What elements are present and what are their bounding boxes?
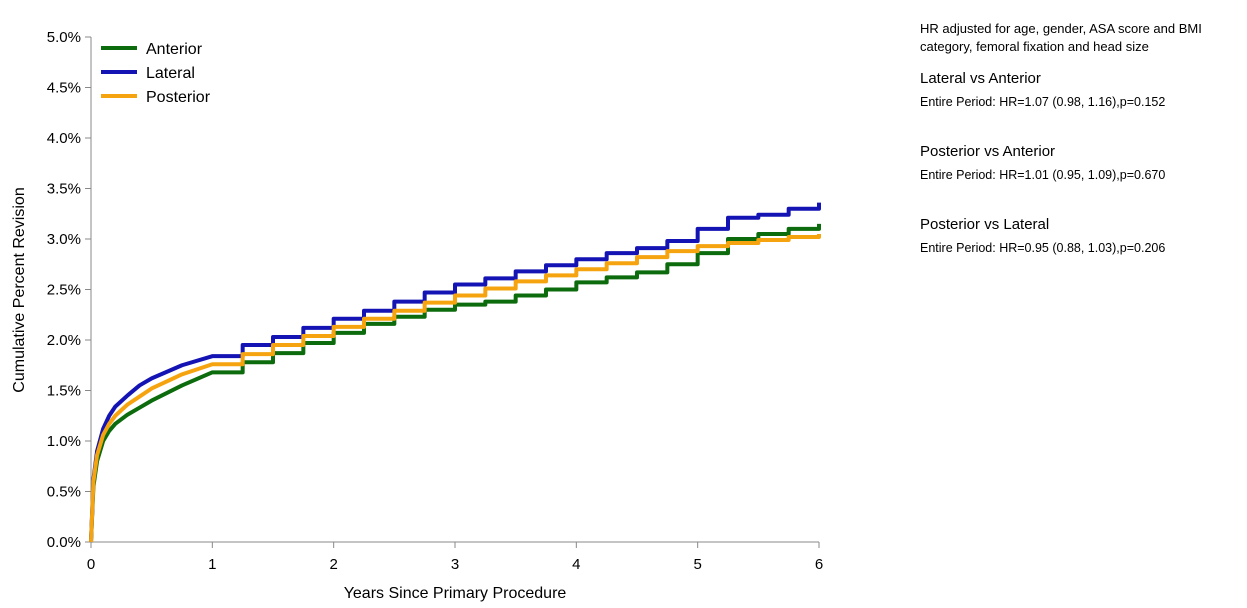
x-axis: 0 1 2 3 4 5 6 [87,541,823,573]
y-tick-label: 1.5% [47,383,81,400]
comparison-posterior-vs-anterior: Posterior vs Anterior Entire Period: HR=… [920,143,1240,182]
legend-label-posterior: Posterior [146,89,211,106]
y-tick-label: 3.0% [47,231,81,248]
x-tick-label: 4 [572,556,580,573]
x-tick-label: 2 [329,556,337,573]
x-tick-label: 1 [208,556,216,573]
legend-label-lateral: Lateral [146,65,195,82]
comparison-lateral-vs-anterior: Lateral vs Anterior Entire Period: HR=1.… [920,70,1240,109]
x-tick-label: 5 [693,556,701,573]
series-line-anterior [89,223,821,543]
y-tick-label: 3.5% [47,181,81,198]
y-tick-label: 2.0% [47,332,81,349]
comparison-stat: Entire Period: HR=1.01 (0.95, 1.09),p=0.… [920,168,1166,182]
series-layer [89,202,821,543]
hr-annotation-panel: HR adjusted for age, gender, ASA score a… [920,20,1240,289]
legend-label-anterior: Anterior [146,41,203,58]
series-line-lateral [89,202,821,543]
series-line-posterior [89,233,821,543]
y-tick-label: 0.0% [47,534,81,551]
x-tick-label: 3 [451,556,459,573]
comparison-stat: Entire Period: HR=1.07 (0.98, 1.16),p=0.… [920,95,1166,109]
comparison-stat: Entire Period: HR=0.95 (0.88, 1.03),p=0.… [920,241,1166,255]
comparison-title: Posterior vs Anterior [920,143,1056,160]
y-tick-label: 4.0% [47,130,81,147]
comparison-title: Posterior vs Lateral [920,216,1050,233]
y-axis-title: Cumulative Percent Revision [11,187,28,392]
y-axis: 0.0% 0.5% 1.0% 1.5% 2.0% 2.5% 3.0% 3.5% 4.0% 4.5%… [47,29,92,551]
y-tick-label: 2.5% [47,282,81,299]
comparison-posterior-vs-lateral: Posterior vs Lateral Entire Period: HR=0… [920,216,1240,255]
y-tick-label: 4.5% [47,80,81,97]
x-tick-label: 6 [815,556,823,573]
comparison-title: Lateral vs Anterior [920,70,1041,87]
hr-adjustment-note: HR adjusted for age, gender, ASA score a… [920,21,1202,54]
x-tick-label: 0 [87,556,95,573]
legend: Anterior Lateral Posterior [101,41,211,106]
y-tick-label: 0.5% [47,484,81,501]
y-tick-label: 5.0% [47,29,81,46]
y-tick-label: 1.0% [47,433,81,450]
x-axis-title: Years Since Primary Procedure [344,585,567,602]
